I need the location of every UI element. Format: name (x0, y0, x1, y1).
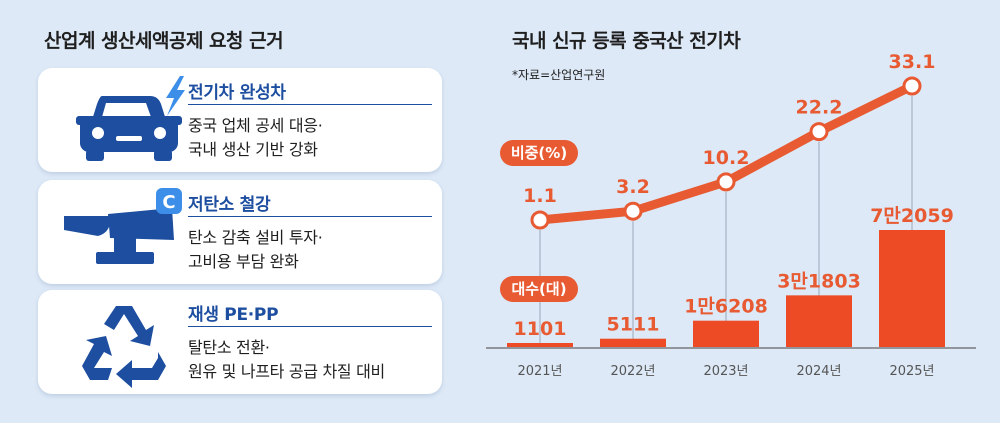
bar-data-label: 1101 (514, 318, 567, 340)
card-ev: 전기차 완성차 중국 업체 공세 대응· 국내 생산 기반 강화 (38, 68, 442, 172)
card-title: 전기차 완성차 (188, 83, 286, 103)
bar (600, 338, 666, 347)
recycle-icon (54, 296, 194, 388)
count-legend-pill (500, 276, 578, 302)
bar-data-label: 7만2059 (870, 205, 954, 227)
bar (879, 230, 945, 347)
line-point (809, 122, 829, 142)
x-tick-label: 2025년 (889, 364, 934, 379)
line-point (530, 210, 550, 230)
left-panel-title: 산업계 생산세액공제 요청 근거 (44, 30, 284, 52)
card-steel: C 저탄소 철강 탄소 감축 설비 투자· 고비용 부담 완화 (38, 180, 442, 284)
card-recycled-pe-pp: 재생 PE·PP 탈탄소 전환· 원유 및 나프타 공급 차질 대비 (38, 290, 442, 394)
card-line-2: 원유 및 나프타 공급 차질 대비 (188, 362, 385, 381)
count-legend-label: 대수(대) (511, 280, 566, 298)
card-line-2: 고비용 부담 완화 (188, 252, 299, 271)
line-data-label: 10.2 (703, 147, 750, 169)
x-tick-label: 2022년 (610, 364, 655, 379)
bar (786, 295, 852, 347)
share-legend-pill (500, 140, 578, 166)
line-data-label: 3.2 (616, 176, 650, 198)
line-point (623, 201, 643, 221)
bar-data-label: 3만1803 (777, 270, 861, 292)
electric-car-icon (54, 74, 194, 166)
card-line-2: 국내 생산 기반 강화 (188, 140, 318, 159)
card-divider (188, 326, 432, 327)
line-data-label: 1.1 (523, 185, 557, 207)
x-tick-label: 2023년 (703, 364, 748, 379)
chart-source: *자료=산업연구원 (512, 68, 606, 82)
bar (693, 320, 759, 347)
x-tick-label: 2024년 (796, 364, 841, 379)
line-data-label: 22.2 (796, 97, 843, 119)
chart-title: 국내 신규 등록 중국산 전기차 (512, 30, 741, 52)
share-legend-label: 비중(%) (511, 144, 567, 162)
card-line-1: 중국 업체 공세 대응· (188, 116, 323, 135)
bar (507, 343, 573, 347)
svg-text:C: C (162, 192, 175, 213)
line-point (902, 76, 922, 96)
card-divider (188, 104, 432, 105)
bar-data-label: 1만6208 (684, 296, 768, 318)
x-tick-label: 2021년 (517, 364, 562, 379)
card-divider (188, 216, 432, 217)
low-carbon-steel-icon: C (54, 186, 194, 278)
card-title: 저탄소 철강 (188, 195, 271, 215)
line-point (716, 172, 736, 192)
card-title: 재생 PE·PP (188, 305, 279, 325)
line-data-label: 33.1 (889, 51, 936, 73)
card-line-1: 탈탄소 전환· (188, 338, 270, 357)
bar-data-label: 5111 (607, 314, 660, 336)
card-line-1: 탄소 감축 설비 투자· (188, 228, 323, 247)
